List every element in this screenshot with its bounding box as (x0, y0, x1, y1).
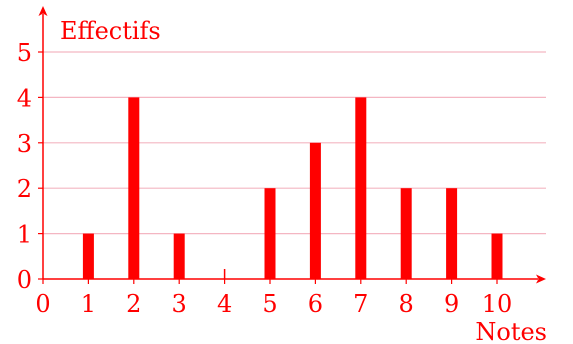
y-axis-arrow-icon (38, 6, 48, 16)
grid-lines (43, 51, 546, 235)
x-axis-label: Notes (475, 318, 547, 344)
y-axis-label: Effectifs (60, 17, 161, 45)
x-tick-label-8: 8 (399, 290, 414, 318)
bar-5 (264, 188, 276, 279)
x-tick-label-3: 3 (172, 290, 187, 318)
x-tick-label-2: 2 (126, 290, 141, 318)
bar-3 (173, 233, 185, 279)
x-tick-label-1: 1 (81, 290, 96, 318)
axes (38, 6, 546, 284)
bar-7 (355, 97, 367, 280)
y-tick-labels: 0 1 2 3 4 5 (17, 39, 32, 294)
y-tick-label-2: 2 (17, 175, 32, 203)
x-tick-label-10: 10 (482, 290, 513, 318)
bars (82, 97, 503, 280)
x-tick-labels: 0 1 2 3 4 5 6 7 8 9 10 (35, 290, 512, 318)
x-tick-label-4: 4 (217, 290, 232, 318)
y-tick-label-0: 0 (17, 266, 32, 294)
y-tick-label-3: 3 (17, 130, 32, 158)
y-tick-label-5: 5 (17, 39, 32, 67)
x-axis-arrow-icon (536, 274, 546, 284)
bar-6 (309, 142, 321, 279)
bar-2 (128, 97, 140, 280)
y-tick-label-4: 4 (17, 84, 32, 112)
x-tick-label-0: 0 (35, 290, 50, 318)
tick-marks (38, 51, 498, 284)
bar-8 (400, 188, 412, 279)
x-tick-label-6: 6 (308, 290, 323, 318)
y-tick-label-1: 1 (17, 221, 32, 249)
x-tick-label-9: 9 (444, 290, 459, 318)
bar-9 (446, 188, 458, 279)
x-tick-label-5: 5 (262, 290, 277, 318)
bar-1 (82, 233, 94, 279)
bar-10 (491, 233, 503, 279)
x-tick-label-7: 7 (353, 290, 368, 318)
